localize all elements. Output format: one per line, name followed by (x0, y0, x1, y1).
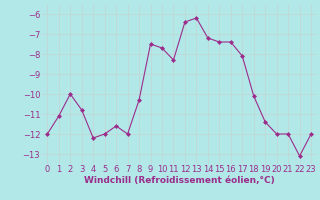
X-axis label: Windchill (Refroidissement éolien,°C): Windchill (Refroidissement éolien,°C) (84, 176, 275, 185)
